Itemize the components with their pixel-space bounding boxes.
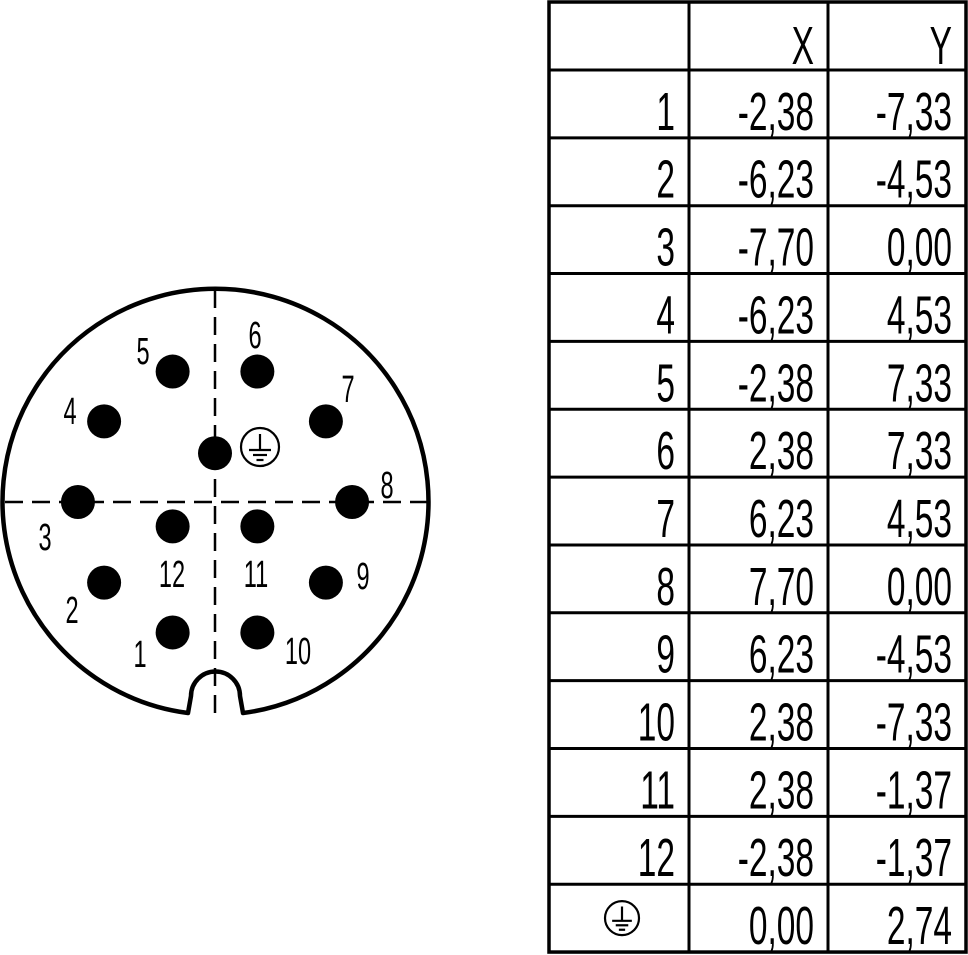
y-coordinate-cell: -7,33	[876, 81, 952, 142]
header-x: X	[792, 15, 814, 76]
table-row: 9 6,23 -4,53	[656, 623, 952, 684]
pin-label: 11	[244, 552, 268, 595]
y-coordinate-cell: 4,53	[887, 284, 952, 345]
protective-earth-icon	[603, 900, 641, 937]
pin-number-cell: 10	[638, 691, 675, 752]
table-row: 11 2,38 -1,37	[640, 759, 952, 820]
pin-number-cell: 1	[656, 81, 675, 142]
pin-label: 8	[380, 463, 393, 506]
x-coordinate-cell: -2,38	[738, 827, 814, 888]
pin-label: 6	[248, 313, 261, 356]
table-row: 4 -6,23 4,53	[656, 284, 952, 345]
x-coordinate-cell: 6,23	[749, 488, 814, 549]
table-row: 10 2,38 -7,33	[638, 691, 952, 752]
pin-number-cell: 11	[640, 759, 675, 820]
table-row: 2 -6,23 -4,53	[656, 148, 952, 209]
pin-label: 1	[133, 632, 146, 675]
y-coordinate-cell: 0,00	[887, 216, 952, 277]
x-coordinate-cell: 2,38	[749, 420, 814, 481]
x-coordinate-cell: -6,23	[738, 148, 814, 209]
table-row: 5 -2,38 7,33	[656, 352, 952, 413]
pin-coordinate-table: X Y1 -2,38 -7,332 -6,23 -4,533 -7,70 0,004 -6,23…	[547, 0, 968, 955]
y-coordinate-cell: 0,00	[887, 556, 952, 617]
pin-number-cell: 2	[656, 148, 675, 209]
pin-label: 5	[136, 329, 149, 372]
y-coordinate-cell: 7,33	[887, 420, 952, 481]
x-coordinate-cell: 0,00	[749, 895, 814, 955]
pin-contact	[198, 436, 232, 471]
pin-contact	[155, 354, 190, 389]
x-coordinate-cell: -2,38	[738, 352, 814, 413]
pin-contact	[87, 404, 122, 439]
protective-earth-icon	[239, 426, 281, 468]
pin-contact	[240, 509, 275, 544]
pin-label: 4	[63, 389, 76, 432]
table-row: 7 6,23 4,53	[656, 488, 952, 549]
pin-contact	[240, 615, 275, 650]
y-coordinate-cell: 2,74	[887, 895, 952, 955]
connector-outline	[0, 286, 431, 716]
header-y: Y	[930, 15, 952, 76]
pin-contact	[308, 565, 343, 600]
x-coordinate-cell: -6,23	[738, 284, 814, 345]
table-row: 0,00 2,74	[603, 895, 952, 955]
pin-number-cell: 7	[656, 488, 675, 549]
pin-label: 3	[38, 515, 51, 558]
y-coordinate-cell: -4,53	[876, 623, 952, 684]
pin-contact	[335, 485, 370, 519]
pin-label: 2	[65, 588, 78, 631]
table-row: 3 -7,70 0,00	[656, 216, 952, 277]
x-coordinate-cell: 2,38	[749, 759, 814, 820]
x-coordinate-cell: -2,38	[738, 81, 814, 142]
y-coordinate-cell: 4,53	[887, 488, 952, 549]
y-coordinate-cell: -1,37	[876, 827, 952, 888]
pin-contact	[240, 354, 275, 389]
pin-label: 7	[341, 367, 354, 410]
pin-number-cell: 6	[656, 420, 675, 481]
x-coordinate-cell: 6,23	[749, 623, 814, 684]
pin-contact	[60, 485, 95, 519]
x-coordinate-cell: 7,70	[749, 556, 814, 617]
pin-contact	[155, 509, 190, 544]
pin-number-cell: 9	[656, 623, 675, 684]
pin-contact	[308, 404, 343, 439]
y-coordinate-cell: -1,37	[876, 759, 952, 820]
pin-label: 12	[159, 552, 185, 595]
y-coordinate-cell: -7,33	[876, 691, 952, 752]
pin-label: 10	[285, 629, 311, 672]
x-coordinate-cell: -7,70	[738, 216, 814, 277]
table-row: 12 -2,38 -1,37	[638, 827, 952, 888]
y-coordinate-cell: 7,33	[887, 352, 952, 413]
pin-number-cell: 8	[656, 556, 675, 617]
y-coordinate-cell: -4,53	[876, 148, 952, 209]
pin-number-cell: 4	[656, 284, 675, 345]
pin-number-cell: 12	[638, 827, 675, 888]
table-row: 1 -2,38 -7,33	[656, 81, 952, 142]
pin-contact	[87, 565, 122, 600]
x-coordinate-cell: 2,38	[749, 691, 814, 752]
table-row: 8 7,70 0,00	[656, 556, 952, 617]
pin-label: 9	[356, 554, 369, 597]
pin-number-cell: 5	[656, 352, 675, 413]
pin-number-cell: 3	[656, 216, 675, 277]
table-row: 6 2,38 7,33	[656, 420, 952, 481]
pin-contact	[155, 615, 190, 650]
